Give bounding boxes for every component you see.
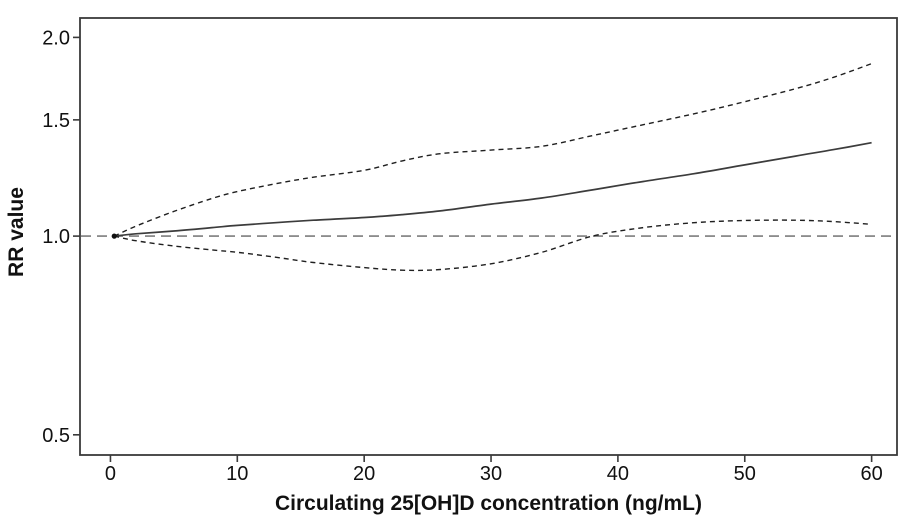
x-tick-label: 20: [353, 463, 375, 485]
series-rr: [114, 141, 872, 237]
y-tick-label: 1.0: [42, 226, 70, 248]
y-tick-label: 0.5: [42, 425, 70, 447]
x-tick-label: 40: [607, 463, 629, 485]
x-axis-title: Circulating 25[OH]D concentration (ng/mL…: [274, 492, 702, 515]
series-lower-ci: [114, 219, 872, 272]
x-tick-label: 0: [105, 463, 116, 485]
x-tick-label: 10: [226, 463, 248, 485]
y-axis-title: RR value: [5, 187, 28, 277]
x-tick-label: 30: [480, 463, 502, 485]
y-tick-label: 2.0: [42, 27, 70, 49]
series-upper-ci: [114, 62, 872, 237]
y-tick-label: 1.5: [42, 110, 70, 132]
x-tick-label: 60: [861, 463, 883, 485]
x-tick-label: 50: [734, 463, 756, 485]
reference-point: [111, 233, 117, 239]
